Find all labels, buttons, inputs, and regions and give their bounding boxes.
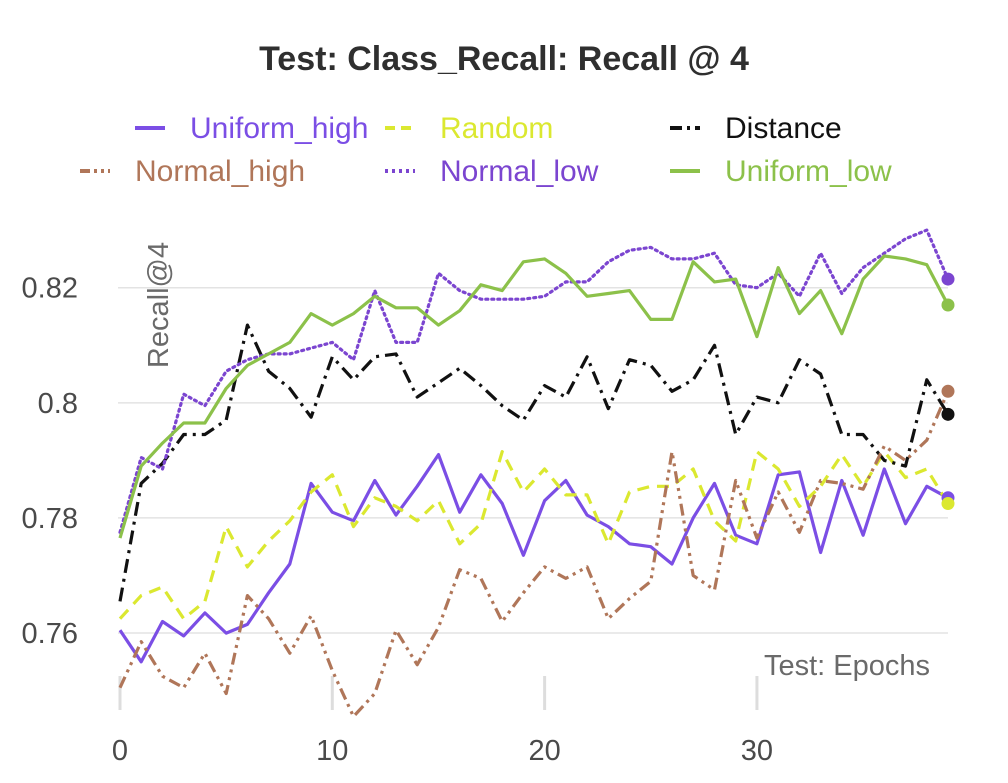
x-axis-label: Test: Epochs — [764, 650, 930, 682]
y-tick-label: 0.8 — [38, 388, 78, 420]
gridlines — [118, 286, 948, 634]
legend-item-distance[interactable]: Distance — [670, 112, 842, 145]
legend-label: Random — [440, 112, 553, 145]
series-endpoint-uniform-low — [941, 298, 955, 312]
series-line-random — [118, 450, 950, 621]
y-tick-label: 0.76 — [22, 618, 78, 650]
legend[interactable]: Uniform_high Random Distance Normal_high Nor… — [80, 112, 892, 188]
x-tick-label: 10 — [316, 735, 348, 767]
series-endpoint-normal-high — [941, 384, 955, 398]
x-tick-label: 30 — [741, 735, 773, 767]
legend-item-random[interactable]: Random — [385, 112, 553, 145]
y-axis-label: Recall@4 — [143, 242, 175, 368]
y-tick-label: 0.78 — [22, 503, 78, 535]
legend-item-uniform-low[interactable]: Uniform_low — [670, 155, 892, 188]
series-line-normal-high — [118, 390, 950, 719]
legend-label: Normal_low — [440, 155, 599, 188]
series-line-uniform-high — [118, 453, 949, 664]
chart-title: Test: Class_Recall: Recall @ 4 — [259, 40, 749, 78]
legend-label: Uniform_high — [190, 112, 368, 145]
series-line-uniform-low — [118, 254, 950, 539]
series-layer — [118, 228, 950, 719]
endpoint-layer — [941, 272, 955, 511]
legend-label: Uniform_low — [725, 155, 892, 188]
series-line-distance — [118, 323, 950, 602]
x-tick-label: 20 — [528, 735, 560, 767]
x-tick-label: 0 — [112, 735, 128, 767]
series-endpoint-normal-low — [941, 272, 955, 286]
series-endpoint-distance — [941, 407, 955, 421]
legend-item-uniform-high[interactable]: Uniform_high — [135, 112, 368, 145]
legend-label: Distance — [725, 112, 842, 145]
legend-item-normal-high[interactable]: Normal_high — [80, 155, 305, 188]
legend-label: Normal_high — [135, 155, 305, 188]
y-tick-label: 0.82 — [22, 273, 78, 305]
legend-item-normal-low[interactable]: Normal_low — [385, 155, 599, 188]
series-endpoint-random — [941, 497, 955, 511]
y-axis: 0.76 0.78 0.8 0.82 — [22, 273, 78, 650]
series-line-normal-low — [118, 228, 950, 534]
x-axis: 0 10 20 30 — [112, 676, 773, 767]
